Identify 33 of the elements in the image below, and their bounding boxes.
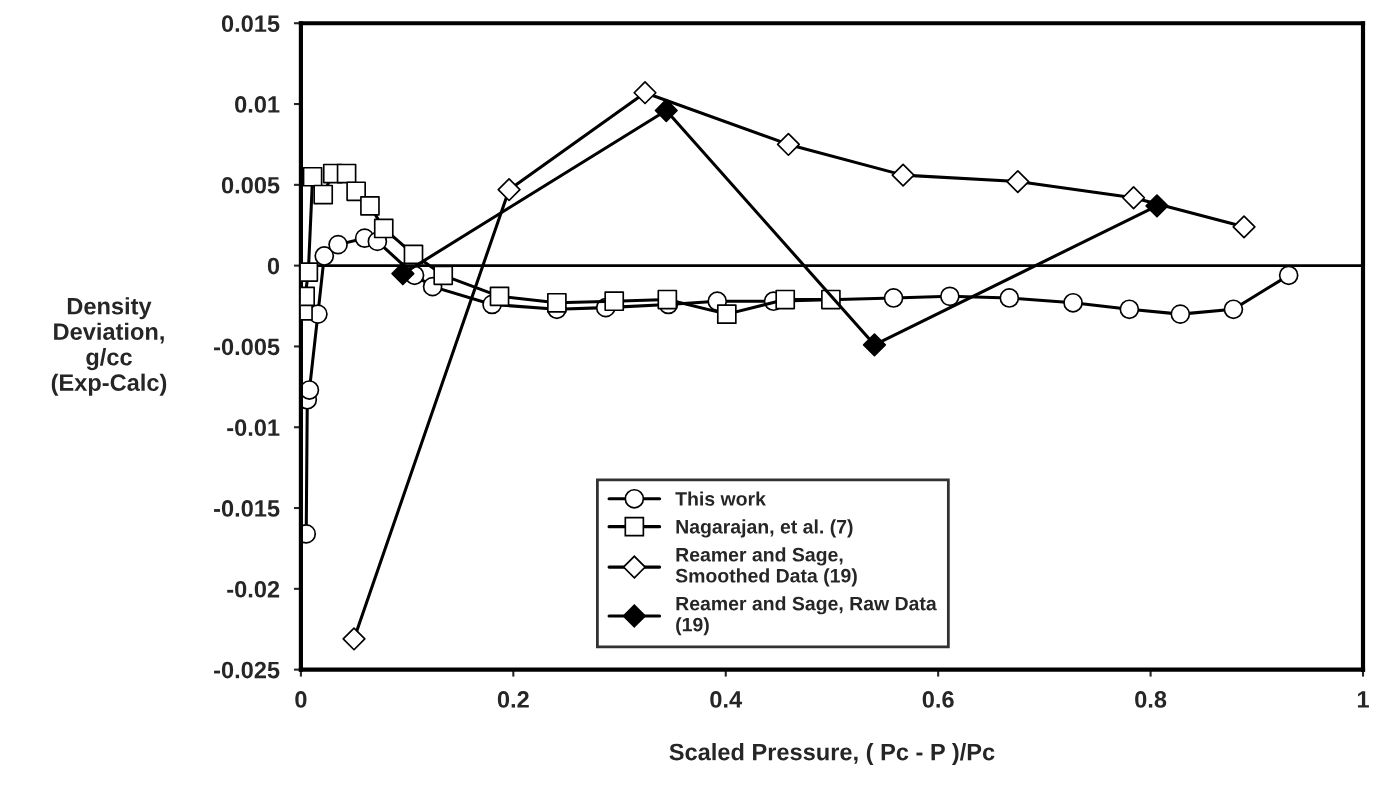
y-tick-label: -0.005 bbox=[214, 338, 280, 356]
point bbox=[862, 333, 887, 357]
legend-label: Reamer and Sage, Smoothed Data (19) bbox=[675, 547, 857, 587]
y-tick-label: 0.005 bbox=[221, 176, 280, 194]
legend-label: This work bbox=[675, 491, 766, 506]
point bbox=[776, 132, 801, 157]
x-tick-label: 0 bbox=[295, 691, 307, 708]
x-tick-label: 0.4 bbox=[710, 691, 743, 708]
point bbox=[891, 163, 915, 187]
point bbox=[1145, 194, 1169, 218]
y-axis-title: Density Deviation, g/cc (Exp-Calc) bbox=[51, 297, 167, 396]
x-tick-label: 1 bbox=[1357, 691, 1369, 708]
point bbox=[1232, 215, 1256, 239]
y-tick-label: -0.01 bbox=[227, 419, 280, 437]
y-tick-label: -0.025 bbox=[214, 661, 280, 679]
x-axis-title: Scaled Pressure, ( Pc - P )/Pc bbox=[669, 743, 995, 766]
legend-label: Nagarajan, et al. (7) bbox=[676, 519, 853, 538]
point bbox=[342, 627, 366, 651]
legend-label: Reamer and Sage, Raw Data (19) bbox=[676, 596, 937, 636]
y-tick-label: -0.015 bbox=[214, 500, 280, 517]
point bbox=[497, 178, 521, 202]
point bbox=[1121, 186, 1146, 210]
y-tick-label: -0.02 bbox=[227, 580, 280, 598]
y-tick-label: 0.01 bbox=[235, 96, 280, 113]
x-tick-label: 0.8 bbox=[1135, 691, 1167, 708]
y-tick-label: 0 bbox=[267, 257, 280, 275]
point bbox=[391, 262, 415, 286]
x-tick-label: 0.2 bbox=[497, 691, 529, 708]
point bbox=[633, 81, 657, 105]
y-tick-label: 0.015 bbox=[221, 15, 280, 33]
point bbox=[1006, 169, 1030, 194]
x-tick-label: 0.6 bbox=[922, 691, 954, 708]
point bbox=[654, 98, 678, 123]
